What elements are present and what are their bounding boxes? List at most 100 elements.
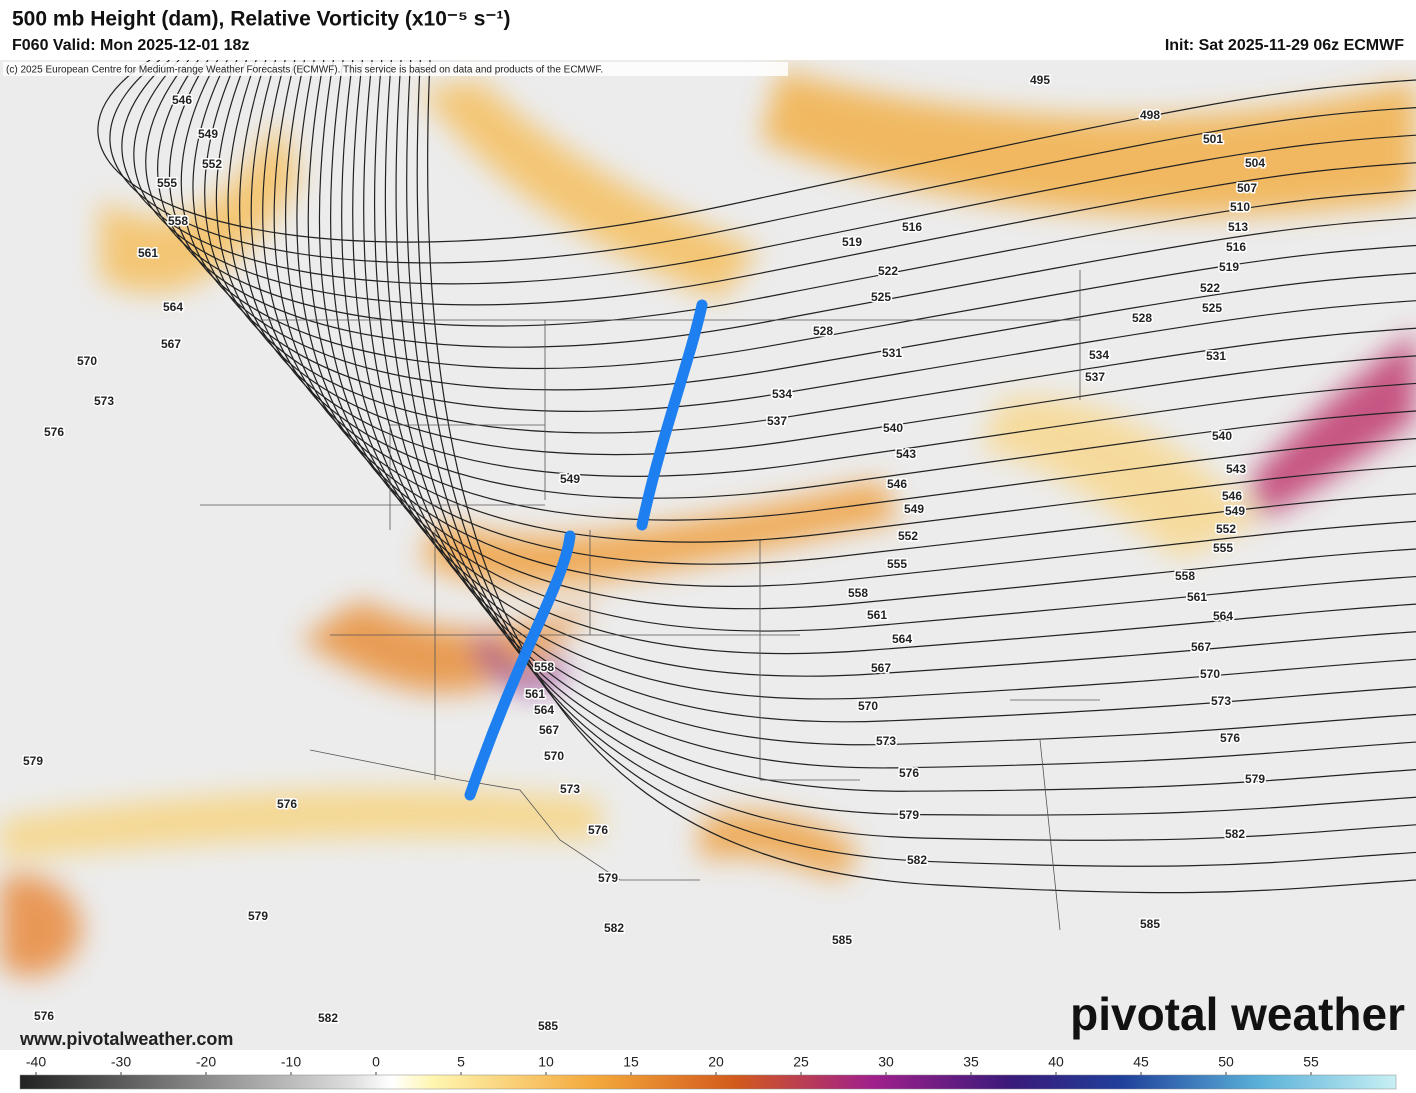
contour-label: 555 (157, 176, 177, 190)
contour (285, 60, 1416, 587)
contour (363, 60, 1416, 746)
contour (384, 60, 1416, 792)
contour (341, 60, 1416, 700)
contour (121, 60, 1416, 285)
contour-label: 573 (560, 782, 580, 796)
contour (227, 60, 1416, 477)
copyright-box (3, 62, 788, 76)
contour-label: 543 (1226, 462, 1246, 476)
contour-label: 567 (871, 661, 891, 675)
contour (373, 60, 1416, 769)
contour-label: 573 (876, 734, 896, 748)
contour-label: 549 (560, 472, 580, 486)
colorbar-tick-label: 5 (457, 1054, 465, 1070)
colorbar-tick-label: -30 (111, 1054, 131, 1070)
contour (352, 60, 1416, 723)
contour-label: 525 (871, 290, 891, 304)
contour-label: 564 (1213, 609, 1233, 623)
colorbar-tick-label: -10 (281, 1054, 301, 1070)
contour-label: 573 (1211, 694, 1231, 708)
contour-label: 552 (202, 157, 222, 171)
contour (97, 60, 1416, 243)
contour-label: 573 (94, 394, 114, 408)
contour-label: 513 (1228, 220, 1248, 234)
height-contours (97, 60, 1416, 894)
trough-line (464, 530, 576, 801)
contour-label: 555 (1213, 541, 1233, 555)
contour (330, 60, 1416, 677)
contour-label: 537 (767, 414, 787, 428)
contour (395, 60, 1416, 816)
contour-label: 570 (77, 354, 97, 368)
state-borders (200, 270, 1100, 931)
init-time: Init: Sat 2025-11-29 06z ECMWF (1165, 37, 1404, 54)
colorbar-tick-label: 10 (538, 1054, 554, 1070)
contour-label: 564 (163, 300, 183, 314)
colorbar-tick-label: 30 (878, 1054, 894, 1070)
contour-label: 570 (858, 699, 878, 713)
contour-labels: 546 549 552 555 558 561 564 567 570 573 576 579 576 5… (21, 72, 1266, 1035)
contour (239, 60, 1416, 499)
contour-label: 558 (168, 214, 188, 228)
contour-label: 579 (248, 909, 268, 923)
contour-label: 519 (842, 235, 862, 249)
contour-label: 576 (1220, 731, 1240, 745)
contour-label: 531 (882, 346, 902, 360)
contour-label: 498 (1140, 108, 1160, 122)
contour-label: 576 (34, 1009, 54, 1023)
contour-label: 519 (1219, 260, 1239, 274)
contour (145, 60, 1416, 327)
contour (157, 60, 1416, 348)
contour-label: 558 (1175, 569, 1195, 583)
contour-label: 552 (1216, 522, 1236, 536)
contour-label: 507 (1237, 181, 1257, 195)
contour-label: 582 (604, 921, 624, 935)
contour-label: 585 (538, 1019, 558, 1033)
contour (180, 60, 1416, 391)
contour-label: 546 (887, 477, 907, 491)
contour-label: 552 (898, 529, 918, 543)
contour-label: 579 (598, 871, 618, 885)
colorbar-tick-label: 40 (1048, 1054, 1064, 1070)
colorbar-tick-label: 0 (372, 1054, 380, 1070)
contour-label: 561 (525, 687, 545, 701)
colorbar-ticks: -40 -30 -20 -10 0 5 10 15 20 25 30 35 40 45 50 55 (26, 1054, 1319, 1075)
contour-label: 582 (318, 1011, 338, 1025)
contour-label: 561 (1187, 590, 1207, 604)
contour-label: 567 (161, 337, 181, 351)
contour-label: 585 (832, 933, 852, 947)
contour (192, 60, 1416, 412)
contour-label: 549 (198, 127, 218, 141)
contour-label: 576 (277, 797, 297, 811)
contour-label: 531 (1206, 349, 1226, 363)
contour (216, 60, 1416, 456)
colorbar-tick-label: 45 (1133, 1054, 1149, 1070)
contour-label: 516 (902, 220, 922, 234)
contour (307, 60, 1416, 632)
contour (133, 60, 1416, 306)
contour (204, 60, 1416, 434)
contour-label: 543 (896, 447, 916, 461)
contour-label: 516 (1226, 240, 1246, 254)
contour-label: 582 (907, 853, 927, 867)
logo: pivotal weather (1070, 988, 1405, 1040)
contour (273, 60, 1416, 565)
contour-label: 537 (1085, 370, 1105, 384)
map: 546 549 552 555 558 561 564 567 570 573 576 579 576 5… (0, 60, 1416, 1050)
contour-label: 558 (848, 586, 868, 600)
contour-label: 582 (1225, 827, 1245, 841)
contour-label: 567 (1191, 640, 1211, 654)
colorbar-tick-label: 20 (708, 1054, 724, 1070)
contour-label: 540 (883, 421, 903, 435)
trough-line (636, 299, 708, 531)
contour-label: 549 (1225, 504, 1245, 518)
contour (427, 60, 1416, 894)
contour-label: 534 (1089, 348, 1109, 362)
contour-label: 522 (1200, 281, 1220, 295)
contour (109, 60, 1416, 264)
contour-label: 576 (899, 766, 919, 780)
contour-label: 576 (588, 823, 608, 837)
valid-time: F060 Valid: Mon 2025-12-01 18z (12, 37, 249, 54)
title: 500 mb Height (dam), Relative Vorticity … (12, 8, 510, 31)
